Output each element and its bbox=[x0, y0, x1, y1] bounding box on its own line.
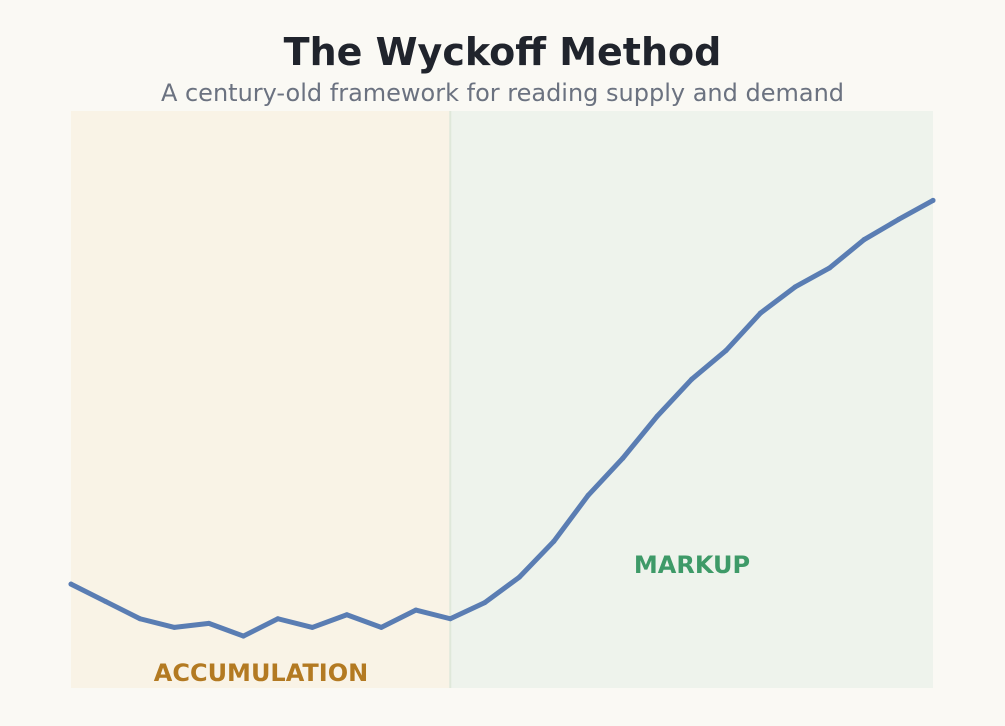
data-point bbox=[551, 538, 557, 544]
data-point bbox=[516, 574, 522, 580]
data-point bbox=[68, 581, 74, 587]
data-point bbox=[896, 216, 902, 222]
data-point bbox=[206, 620, 212, 626]
data-point bbox=[447, 616, 453, 622]
chart-title: The Wyckoff Method bbox=[283, 30, 722, 74]
price-line-series bbox=[68, 197, 936, 639]
data-point bbox=[689, 376, 695, 382]
data-point bbox=[482, 600, 488, 606]
data-point bbox=[171, 624, 177, 630]
data-point bbox=[378, 624, 384, 630]
data-point bbox=[240, 633, 246, 639]
data-point bbox=[827, 265, 833, 271]
data-point bbox=[930, 197, 936, 203]
data-point bbox=[137, 616, 143, 622]
data-point bbox=[413, 607, 419, 613]
accumulation-phase-band bbox=[71, 111, 451, 688]
data-point bbox=[309, 624, 315, 630]
data-point bbox=[654, 413, 660, 419]
accumulation-label: ACCUMULATION bbox=[154, 659, 368, 687]
data-point bbox=[620, 455, 626, 461]
chart-subtitle: A century-old framework for reading supp… bbox=[160, 79, 845, 107]
data-point bbox=[792, 284, 798, 290]
data-point bbox=[102, 598, 108, 604]
markup-label: MARKUP bbox=[634, 551, 750, 579]
data-point bbox=[585, 492, 591, 498]
data-point bbox=[275, 616, 281, 622]
data-points bbox=[68, 197, 936, 639]
data-point bbox=[758, 310, 764, 316]
data-point bbox=[861, 237, 867, 243]
data-point bbox=[344, 612, 350, 618]
data-point bbox=[723, 347, 729, 353]
markup-phase-band bbox=[450, 111, 933, 688]
